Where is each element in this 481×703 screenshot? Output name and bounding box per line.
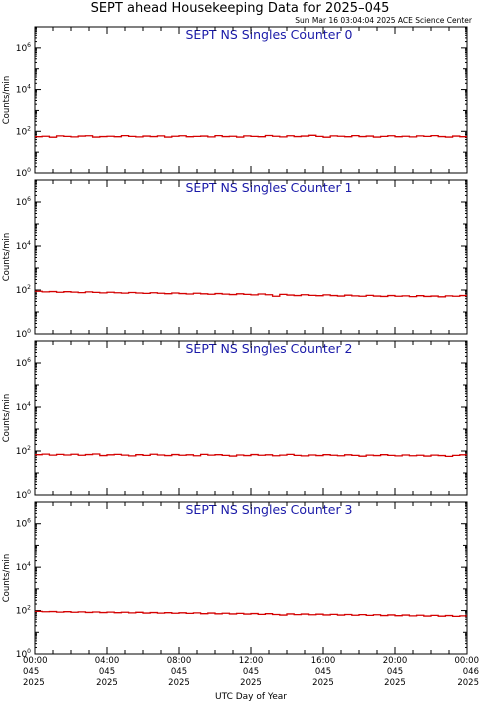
- panels: SEPT NS Singles Counter 0 Counts/min 100 10…: [2, 26, 468, 660]
- panel-title: SEPT NS Singles Counter 2: [185, 341, 352, 356]
- x-tick-label-year: 2025: [23, 678, 45, 688]
- x-tick-label-year: 2025: [384, 678, 406, 688]
- y-tick-label: 106: [16, 518, 31, 530]
- x-tick-label-time: 20:00: [383, 656, 408, 666]
- panel-counter-2: SEPT NS Singles Counter 2 Counts/min 100 10…: [2, 340, 468, 501]
- y-tick-label: 102: [16, 445, 31, 457]
- panel-title: SEPT NS Singles Counter 1: [185, 180, 352, 195]
- x-tick-label-day: 045: [387, 667, 403, 677]
- y-tick-label: 102: [16, 125, 31, 137]
- x-tick-label-time: 00:00: [23, 656, 48, 666]
- y-tick-label: 104: [16, 561, 31, 573]
- y-tick-label: 102: [16, 284, 31, 296]
- x-axis-labels: 00:00045202504:00045202508:00045202512:0…: [23, 656, 479, 688]
- series-line-counter-0: [35, 134, 467, 138]
- y-axis-title: Counts/min: [2, 554, 12, 603]
- x-tick-label-day: 045: [23, 667, 39, 677]
- generation-timestamp: Sun Mar 16 03:04:04 2025 ACE Science Cen…: [295, 16, 473, 25]
- panel-counter-3: SEPT NS Singles Counter 3 Counts/min 100 10…: [2, 501, 468, 660]
- x-tick-label-time: 16:00: [311, 656, 336, 666]
- x-tick-label-time: 12:00: [239, 656, 264, 666]
- x-tick-label-year: 2025: [240, 678, 262, 688]
- x-tick-label-day: 046: [463, 667, 479, 677]
- y-tick-label: 106: [16, 357, 31, 369]
- x-tick-label-time: 08:00: [167, 656, 192, 666]
- y-tick-label: 102: [16, 605, 31, 617]
- panel-title: SEPT NS Singles Counter 3: [185, 502, 352, 517]
- x-tick-label-day: 045: [315, 667, 331, 677]
- x-tick-label-time: 04:00: [95, 656, 120, 666]
- y-tick-label: 106: [16, 196, 31, 208]
- x-tick-label-day: 045: [243, 667, 259, 677]
- x-tick-label-year: 2025: [457, 678, 479, 688]
- y-tick-label: 100: [16, 328, 31, 340]
- x-tick-label-day: 045: [99, 667, 115, 677]
- series-line-counter-1: [35, 290, 467, 298]
- x-tick-label-day: 045: [171, 667, 187, 677]
- series-line-counter-2: [35, 453, 467, 458]
- x-tick-label-time: 00:00: [455, 656, 480, 666]
- panel-counter-1: SEPT NS Singles Counter 1 Counts/min 100 10…: [2, 179, 468, 340]
- y-tick-label: 100: [16, 648, 31, 660]
- panel-counter-0: SEPT NS Singles Counter 0 Counts/min 100 10…: [2, 26, 468, 179]
- x-tick-label-year: 2025: [168, 678, 190, 688]
- y-axis-title: Counts/min: [2, 233, 12, 282]
- y-tick-label: 106: [16, 42, 31, 54]
- y-axis-title: Counts/min: [2, 76, 12, 125]
- y-tick-label: 100: [16, 489, 31, 501]
- x-axis-title: UTC Day of Year: [215, 692, 287, 702]
- y-tick-label: 104: [16, 240, 31, 252]
- y-tick-label: 100: [16, 167, 31, 179]
- y-axis-title: Counts/min: [2, 394, 12, 443]
- figure-title: SEPT ahead Housekeeping Data for 2025–04…: [91, 1, 390, 16]
- x-tick-label-year: 2025: [96, 678, 118, 688]
- y-tick-label: 104: [16, 401, 31, 413]
- panel-title: SEPT NS Singles Counter 0: [185, 27, 352, 42]
- x-tick-label-year: 2025: [312, 678, 334, 688]
- series-line-counter-3: [35, 610, 467, 618]
- y-tick-label: 104: [16, 84, 31, 96]
